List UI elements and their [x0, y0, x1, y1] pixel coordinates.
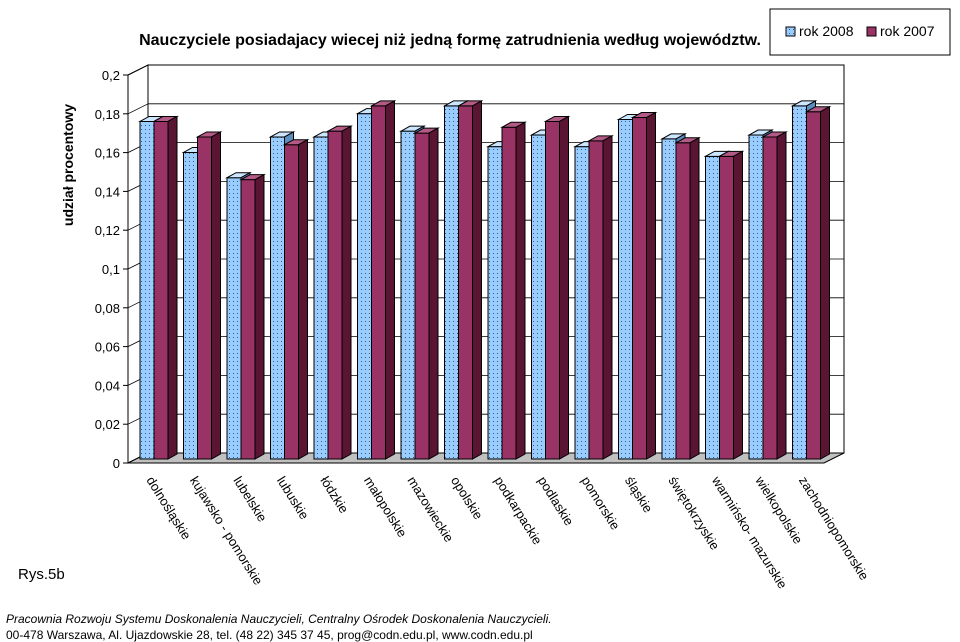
x-tick-label: podlaskie [535, 474, 577, 529]
x-tick-label: lubuskie [274, 474, 312, 522]
x-tick-label: mazowieckie [404, 474, 456, 545]
figure-label: Rys.5b [18, 566, 65, 583]
y-tick-label: 0 [113, 456, 120, 471]
gridline-side [127, 103, 149, 115]
footer-line-2: 00-478 Warszawa, Al. Ujazdowskie 28, tel… [6, 628, 533, 642]
bar-2007 [500, 121, 527, 460]
y-tick-label: 0,06 [95, 340, 120, 355]
legend-swatch-2007 [866, 26, 877, 37]
y-tick-label: 0,16 [95, 146, 120, 161]
bar-2007 [456, 100, 484, 460]
x-tick-label: zachodniopomorskie [796, 474, 872, 583]
legend-label-2008: rok 2008 [799, 23, 854, 39]
legend-label-2007: rok 2007 [880, 23, 935, 39]
legend-swatch-2008 [785, 26, 796, 37]
x-tick-label: lubelskie [230, 474, 270, 525]
y-tick-label: 0,02 [95, 417, 120, 432]
bar-2007 [195, 131, 223, 460]
x-tick-label: pomorskie [578, 474, 622, 533]
bar-2007 [804, 105, 832, 460]
bar-2007 [239, 173, 266, 460]
bar-2007 [587, 134, 614, 460]
bar-2007 [282, 138, 310, 460]
bar-2007 [369, 100, 397, 460]
x-tick-label: małopolskie [361, 474, 410, 540]
footer-line-1: Pracownia Rozwoju Systemu Doskonalenia N… [6, 612, 552, 626]
bar-2007 [413, 127, 440, 460]
gridline-side [127, 64, 149, 76]
y-tick-label: 0,14 [95, 184, 120, 199]
bar-2007 [761, 131, 788, 460]
y-tick-label: 0,12 [95, 223, 120, 238]
x-tick-label: warmińsko- mazurskie [708, 473, 790, 591]
y-tick-label: 0,1 [102, 262, 120, 277]
bar-2007 [543, 115, 571, 460]
bar-2007 [326, 125, 353, 460]
bar-2007 [630, 111, 658, 460]
x-tick-label: śląskie [622, 474, 656, 516]
chart-title: Nauczyciele posiadajacy wiecej niż jedną… [139, 32, 761, 49]
bar-2007 [717, 150, 745, 460]
legend: rok 2008 rok 2007 [769, 8, 951, 56]
y-tick-label: 0,18 [95, 107, 120, 122]
y-tick-label: 0,04 [95, 378, 120, 393]
x-tick-label: opolskie [448, 474, 486, 522]
x-tick-label: dolnośląskie [143, 474, 194, 543]
y-tick-label: 0,08 [95, 301, 120, 316]
y-axis-label: udział procentowy [60, 104, 76, 226]
bar-2007 [152, 115, 179, 460]
bar-2007 [674, 136, 701, 460]
x-tick-label: łódzkie [317, 474, 351, 516]
y-tick-label: 0,2 [102, 68, 120, 83]
